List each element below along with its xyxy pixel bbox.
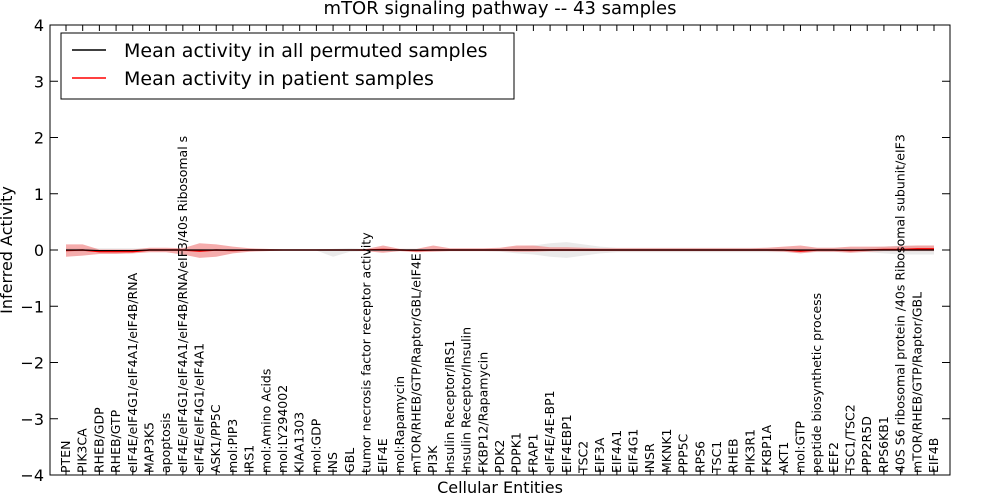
y-tick-label: −1 [20,297,44,316]
x-tick-label: MKNK1 [659,429,674,473]
legend: Mean activity in all permuted samples Mea… [60,32,515,100]
x-tick-label: FRAP1 [525,434,540,473]
legend-entry-1: Mean activity in all permuted samples [124,40,487,62]
y-tick-label: −4 [20,466,44,485]
x-tick-label: RHEB/GTP [108,409,123,473]
chart-title: mTOR signaling pathway -- 43 samples [324,0,677,19]
x-tick-label: 40S S6 ribosomal protein /40s Ribosomal … [893,134,908,473]
x-tick-label: apoptosis [158,413,173,473]
x-tick-label: INSR [642,443,657,473]
x-axis-label: Cellular Entities [437,478,563,497]
x-tick-label: TSC2 [575,441,590,474]
x-tick-label: GBL [342,448,357,473]
x-tick-label: KIAA1303 [292,412,307,473]
x-tick-label: EIF4EBP1 [559,414,574,473]
x-tick-label: RPS6 [692,441,707,473]
x-tick-label: FKBP1A [759,425,774,473]
x-tick-label: PPP5C [676,433,691,473]
x-tick-label: EIF4B [926,438,941,473]
x-tick-label: Insulin Receptor/IRS1 [442,340,457,473]
x-tick-label: tumor necrosis factor receptor activity [358,232,373,473]
y-tick-label: −3 [20,410,44,429]
x-tick-label: PDK2 [492,440,507,473]
legend-entry-2: Mean activity in patient samples [124,68,434,90]
x-tick-label: EIF4A1 [609,430,624,473]
x-tick-label: FKBP12/Rapamycin [475,352,490,473]
x-tick-label: PI3K [425,445,440,473]
x-tick-label: Insulin Receptor/Insulin [459,327,474,473]
x-tick-label: EIF4G1 [626,429,641,473]
x-tick-label: RHEB/GDP [91,407,106,473]
x-tick-label: INS [325,452,340,473]
y-axis-label: Inferred Activity [0,186,16,314]
y-tick-label: 0 [34,241,44,260]
x-tick-label: PDPK1 [509,432,524,473]
x-tick-label: RHEB [726,438,741,473]
y-tick-label: 4 [34,16,44,35]
x-tick-label: mol:PIP3 [225,419,240,473]
legend-box [60,32,515,100]
series-line-1 [66,249,934,252]
y-tick-label: 2 [34,129,44,148]
x-tick-label: peptide biosynthetic process [809,293,824,473]
x-tick-label: MAP3K5 [141,422,156,473]
x-tick-label: PTEN [58,441,73,473]
x-tick-label: EIF3A [592,437,607,473]
x-tick-label: eIF4E/eIF4G1/eIF4A1/eIF4B/RNA [125,272,140,473]
x-tick-label: eIF4E/4E-BP1 [542,390,557,473]
y-tick-label: −2 [20,354,44,373]
x-tick-label: PPP2R5D [859,416,874,473]
x-tick-label: EEF2 [826,442,841,473]
x-tick-label: PIK3R1 [742,429,757,473]
x-tick-label: PIK3CA [75,428,90,473]
x-tick-label: IRS1 [242,445,257,473]
x-tick-label: AKT1 [776,442,791,473]
x-tick-label: mol:LY294002 [275,385,290,473]
x-tick-label: ASK1/PP5C [208,404,223,473]
x-tick-label: EIF4E [375,438,390,473]
x-tick-label: mol:GTP [792,421,807,473]
x-tick-label: mol:Rapamycin [392,376,407,473]
x-tick-label: TSC1/TSC2 [843,404,858,474]
y-tick-label: 1 [34,185,44,204]
x-tick-label: RPS6KB1 [876,416,891,473]
x-tick-label: TSC1 [709,441,724,474]
x-tick-label: eIF4E/eIF4G1/eIF4A1/eIF4B/RNA/eIF3/40s R… [175,136,190,473]
x-tick-label: mTOR/RHEB/GTP/Raptor/GBL [909,292,924,473]
y-tick-label: 3 [34,72,44,91]
x-tick-label: eIF4E/eIF4G1/eIF4A1 [192,343,207,473]
x-tick-label: mol:GDP [308,418,323,473]
x-tick-label: mTOR/RHEB/GTP/Raptor/GBL/eIF4E [409,253,424,473]
x-tick-label: mol:Amino Acids [258,369,273,473]
plot-area [65,242,934,258]
